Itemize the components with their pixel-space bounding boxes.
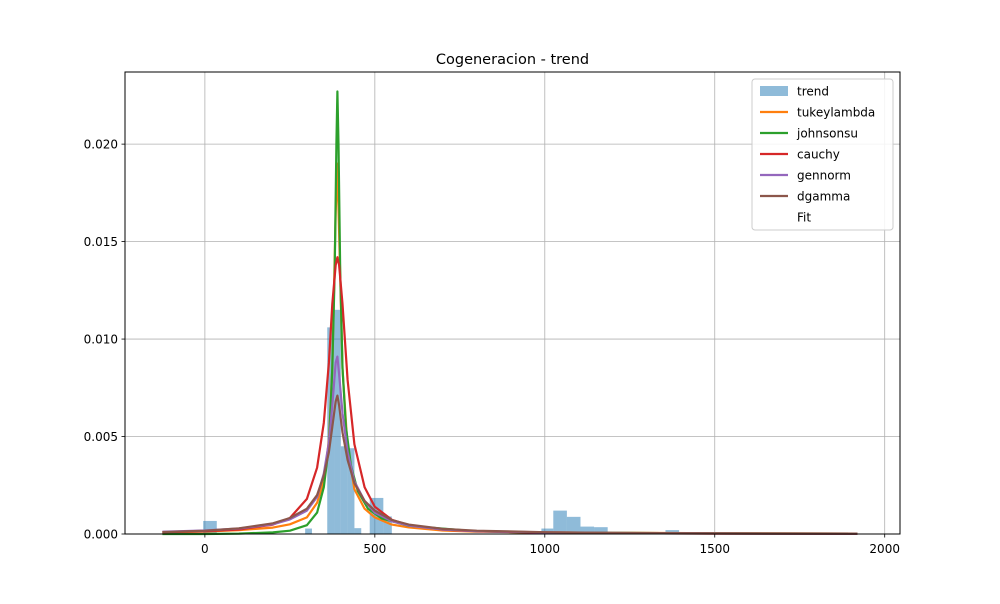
series-line-gennorm — [162, 355, 858, 535]
legend-label-johnsonsu: johnsonsu — [796, 127, 858, 141]
x-tick-label: 1000 — [530, 542, 561, 556]
legend-swatch-trend — [760, 86, 788, 96]
series-line-dgamma — [162, 394, 858, 535]
histogram-bar — [580, 526, 595, 534]
chart-title: Cogeneracion - trend — [436, 52, 589, 68]
histogram-bar — [553, 510, 567, 534]
plot-frame — [124, 71, 901, 535]
legend-label-dgamma: dgamma — [797, 190, 850, 204]
y-tick-label: 0.015 — [84, 235, 118, 249]
histogram-bar — [566, 516, 581, 534]
histogram-bar — [383, 516, 392, 534]
histogram-bar — [594, 527, 608, 534]
series-line-cauchy — [162, 256, 858, 535]
y-tick-label: 0.010 — [84, 333, 118, 347]
x-axis: 0 500 1000 1500 2000 — [201, 534, 900, 556]
legend-label-cauchy: cauchy — [797, 148, 840, 162]
legend-label-tukeylambda: tukeylambda — [797, 106, 875, 120]
legend-label-trend: trend — [797, 85, 829, 99]
legend-label-gennorm: gennorm — [797, 169, 851, 183]
fit-lines — [162, 90, 858, 536]
histogram-bars — [203, 309, 680, 534]
histogram-bar — [347, 448, 355, 534]
histogram-bar — [340, 446, 348, 534]
x-tick-label: 0 — [201, 542, 209, 556]
y-axis: 0.000 0.005 0.010 0.015 0.020 — [84, 138, 125, 542]
legend: trend tukeylambda johnsonsu cauchy gennorm dg… — [751, 78, 894, 231]
histogram-bar — [305, 528, 312, 534]
x-tick-label: 500 — [363, 542, 386, 556]
y-tick-label: 0.020 — [84, 138, 118, 152]
legend-label-Fit: Fit — [797, 211, 811, 225]
histogram-bar — [334, 309, 341, 534]
x-tick-label: 1500 — [699, 542, 730, 556]
y-tick-label: 0.005 — [84, 430, 118, 444]
y-tick-label: 0.000 — [84, 528, 118, 542]
legend-box — [751, 78, 894, 231]
x-tick-label: 2000 — [869, 542, 900, 556]
histogram-bar — [354, 528, 362, 534]
